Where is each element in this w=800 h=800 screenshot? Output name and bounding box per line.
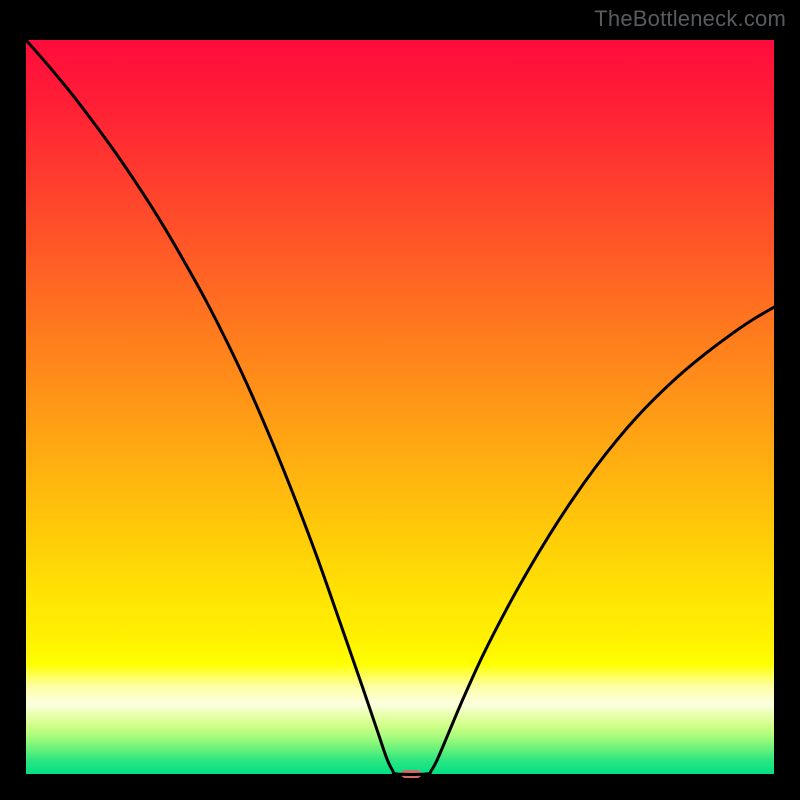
bottleneck-chart: TheBottleneck.com — [0, 0, 800, 800]
bottleneck-curve — [26, 40, 774, 774]
curve-layer — [0, 0, 800, 800]
watermark-text: TheBottleneck.com — [594, 6, 786, 32]
